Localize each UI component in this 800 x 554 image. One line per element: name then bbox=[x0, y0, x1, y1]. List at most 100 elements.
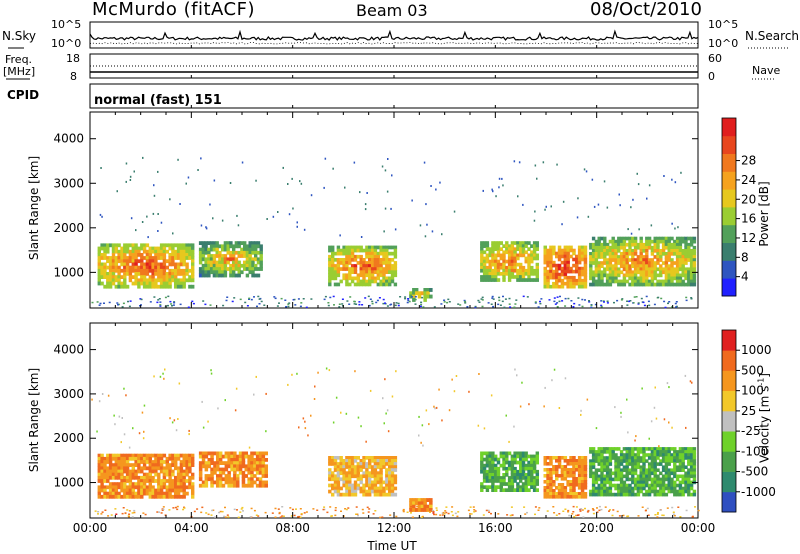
velocity-echo-cell bbox=[114, 460, 118, 464]
velocity-echo-cell bbox=[572, 462, 576, 466]
velocity-echo-cell bbox=[502, 466, 506, 471]
velocity-speckle-point bbox=[265, 430, 267, 433]
power-echo-cell bbox=[636, 267, 641, 272]
velocity-echo-cell bbox=[625, 465, 629, 469]
power-speckle-point bbox=[553, 300, 556, 303]
velocity-speckle-point bbox=[347, 507, 350, 509]
power-echo-cell bbox=[614, 267, 618, 272]
power-echo-cell bbox=[185, 256, 189, 260]
velocity-speckle-point bbox=[101, 511, 104, 513]
power-echo-cell bbox=[154, 281, 158, 286]
power-echo-cell bbox=[345, 254, 349, 259]
power-speckle-point bbox=[502, 184, 504, 187]
velocity-echo-cell bbox=[368, 471, 372, 475]
power-echo-cell bbox=[382, 245, 386, 250]
power-echo-cell bbox=[675, 249, 680, 253]
power-echo-cell bbox=[664, 258, 669, 262]
power-echo-cell bbox=[566, 278, 570, 283]
velocity-speckle-point bbox=[236, 509, 238, 511]
power-echo-cell bbox=[385, 251, 389, 256]
velocity-echo-cell bbox=[594, 486, 599, 491]
velocity-echo-cell bbox=[385, 456, 389, 460]
velocity-echo-cell bbox=[218, 454, 223, 459]
velocity-echo-cell bbox=[356, 462, 360, 466]
velocity-echo-cell bbox=[103, 460, 107, 464]
velocity-echo-cell bbox=[353, 471, 358, 475]
velocity-echo-cell bbox=[123, 485, 127, 490]
power-echo-cell bbox=[412, 298, 416, 302]
velocity-speckle-point bbox=[685, 426, 687, 429]
velocity-echo-cell bbox=[583, 492, 588, 496]
power-echo-cell bbox=[179, 246, 184, 251]
power-colorbar-tick-label: 20 bbox=[741, 192, 756, 206]
power-echo-cell bbox=[611, 252, 615, 256]
power-echo-cell bbox=[647, 270, 652, 275]
power-echo-cell bbox=[485, 256, 490, 261]
power-echo-cell bbox=[128, 272, 133, 276]
power-echo-cell bbox=[232, 247, 236, 252]
velocity-speckle-point bbox=[193, 510, 196, 513]
velocity-echo-cell bbox=[656, 447, 660, 451]
power-echo-cell bbox=[385, 267, 389, 271]
power-speckle-point bbox=[629, 300, 632, 302]
velocity-echo-cell bbox=[667, 462, 671, 466]
power-echo-cell bbox=[532, 244, 537, 248]
velocity-echo-cell bbox=[600, 480, 604, 485]
velocity-echo-cell bbox=[546, 480, 550, 484]
power-echo-cell bbox=[259, 263, 263, 268]
velocity-echo-cell bbox=[661, 489, 666, 494]
velocity-speckle-point bbox=[573, 516, 576, 518]
velocity-speckle-point bbox=[290, 515, 293, 517]
velocity-echo-cell bbox=[423, 504, 427, 509]
power-echo-cell bbox=[507, 250, 512, 255]
velocity-echo-cell bbox=[238, 461, 243, 465]
power-echo-cell bbox=[488, 272, 492, 276]
velocity-echo-cell bbox=[142, 460, 147, 464]
power-echo-cell bbox=[256, 250, 261, 255]
velocity-echo-cell bbox=[530, 485, 534, 489]
power-speckle-point bbox=[353, 303, 356, 305]
velocity-echo-cell bbox=[142, 485, 147, 490]
power-echo-cell bbox=[385, 264, 389, 268]
velocity-echo-cell bbox=[356, 468, 360, 472]
velocity-echo-cell bbox=[216, 477, 220, 482]
power-echo-cell bbox=[350, 251, 355, 256]
velocity-echo-cell bbox=[385, 468, 389, 472]
velocity-echo-cell bbox=[650, 471, 655, 476]
power-echo-cell bbox=[642, 267, 646, 272]
velocity-echo-cell bbox=[507, 482, 512, 486]
power-echo-cell bbox=[566, 284, 570, 289]
velocity-echo-cell bbox=[97, 456, 101, 461]
velocity-echo-cell bbox=[650, 462, 655, 466]
power-echo-cell bbox=[659, 267, 663, 272]
velocity-echo-cell bbox=[148, 463, 152, 467]
power-echo-cell bbox=[188, 275, 192, 279]
velocity-echo-cell bbox=[575, 477, 579, 481]
velocity-speckle-point bbox=[552, 506, 555, 508]
noise-tick-top-right: 10^5 bbox=[708, 18, 739, 31]
power-speckle-point bbox=[578, 304, 581, 306]
velocity-echo-cell bbox=[591, 459, 596, 463]
power-speckle-point bbox=[348, 303, 351, 305]
power-echo-cell bbox=[243, 267, 247, 271]
power-echo-cell bbox=[502, 256, 506, 261]
velocity-echo-cell bbox=[339, 468, 343, 472]
power-echo-cell bbox=[563, 272, 568, 277]
velocity-echo-cell bbox=[417, 498, 422, 502]
velocity-echo-cell bbox=[521, 454, 526, 459]
power-echo-cell bbox=[563, 257, 568, 262]
power-echo-cell bbox=[549, 260, 553, 265]
velocity-echo-cell bbox=[373, 489, 378, 494]
power-echo-cell bbox=[218, 273, 222, 278]
velocity-echo-cell bbox=[339, 462, 343, 466]
power-echo-cell bbox=[204, 260, 208, 265]
power-echo-cell bbox=[659, 264, 663, 268]
nave-tick-bottom: 0 bbox=[708, 70, 715, 83]
velocity-echo-cell bbox=[535, 479, 539, 483]
power-echo-cell bbox=[614, 279, 618, 284]
velocity-echo-cell bbox=[485, 476, 490, 480]
velocity-echo-cell bbox=[385, 477, 389, 482]
power-echo-cell bbox=[678, 282, 683, 287]
power-echo-cell bbox=[97, 272, 101, 276]
velocity-echo-cell bbox=[350, 471, 355, 475]
